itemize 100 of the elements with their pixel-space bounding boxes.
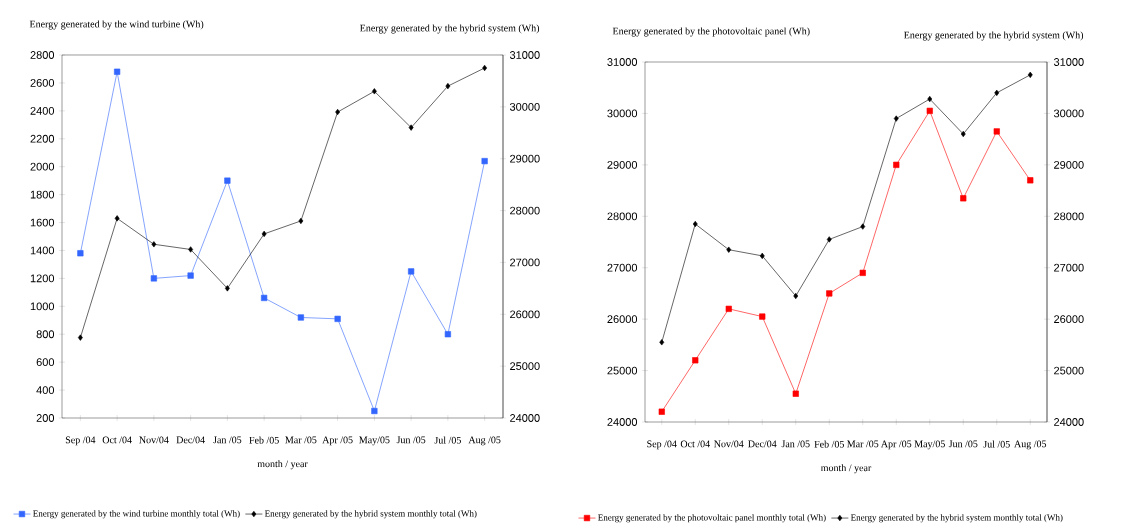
point — [114, 68, 121, 75]
y2-tick-label: 30000 — [509, 102, 540, 111]
x-tick-label: Sep /04 — [65, 436, 96, 446]
y2-axis-title: Energy generated by the hybrid system (Wh) — [360, 24, 540, 34]
y-tick-label: 27000 — [607, 263, 638, 272]
legend-label: Energy generated by the wind turbine monthly total (Wh) — [33, 510, 240, 519]
point — [188, 246, 194, 253]
y2-tick-label: 27000 — [510, 258, 540, 267]
x-tick-label: Mar /05 — [847, 440, 879, 448]
point — [298, 217, 304, 225]
y-tick-label: 29000 — [607, 160, 638, 169]
y-tick-label: 2200 — [30, 134, 55, 143]
point — [759, 252, 765, 259]
point — [261, 294, 268, 302]
legend-label: Energy generated by the hybrid system monthly total (Wh) — [850, 514, 1063, 523]
point — [893, 161, 900, 168]
y2-tick-label: 28000 — [510, 206, 540, 215]
point — [927, 95, 933, 103]
x-axis-title: month / year — [820, 464, 872, 474]
point — [408, 268, 415, 275]
point — [726, 246, 732, 253]
y-tick-label: 1600 — [30, 218, 55, 227]
x-tick-label: May/05 — [359, 436, 390, 446]
y2-tick-label: 30000 — [1053, 109, 1084, 118]
point — [150, 275, 157, 282]
point — [371, 88, 377, 95]
y-tick-label: 400 — [36, 386, 55, 394]
y-axis-title: Energy generated by the photovoltaic panel (Wh) — [612, 27, 810, 37]
point — [692, 220, 698, 228]
y2-tick-label: 25000 — [1054, 366, 1084, 375]
y-tick-label: 2600 — [30, 79, 55, 87]
point — [481, 158, 488, 165]
point — [792, 390, 799, 397]
point — [759, 313, 766, 320]
point — [114, 215, 120, 222]
y2-tick-label: 28000 — [1054, 212, 1084, 221]
point — [77, 334, 83, 341]
x-tick-label: Jul /05 — [434, 436, 461, 444]
x-tick-label: Nov/04 — [139, 436, 169, 444]
x-tick-label: Dec/04 — [176, 436, 205, 444]
point — [224, 177, 231, 184]
x-tick-label: Feb /05 — [249, 436, 279, 444]
x-tick-label: Apr /05 — [322, 436, 353, 446]
x-tick-label: Jun /05 — [396, 436, 426, 444]
point — [725, 305, 732, 312]
point — [482, 64, 488, 72]
x-axis-title: month / year — [257, 460, 308, 470]
y2-tick-label: 26000 — [1054, 315, 1084, 324]
point — [335, 108, 341, 116]
point — [261, 230, 267, 237]
point — [859, 269, 866, 276]
point — [960, 130, 966, 138]
point — [297, 314, 304, 321]
y-tick-label: 2800 — [30, 51, 55, 59]
y-tick-label: 26000 — [607, 315, 638, 324]
legend-label: Energy generated by the photovoltaic panel monthly total (Wh) — [598, 514, 826, 523]
x-tick-label: Jun /05 — [948, 440, 978, 448]
x-tick-label: Oct /04 — [680, 440, 710, 448]
legend-label: Energy generated by the hybrid system monthly total (Wh) — [264, 510, 477, 519]
y2-axis-title: Energy generated by the hybrid system (Wh) — [904, 31, 1084, 41]
y2-tick-label: 29000 — [1054, 160, 1084, 169]
point — [826, 290, 833, 297]
point — [692, 357, 699, 364]
point — [408, 124, 414, 131]
x-tick-label: Sep /04 — [647, 440, 677, 450]
y-tick-label: 2000 — [30, 162, 55, 171]
x-tick-label: Dec/04 — [748, 440, 777, 448]
y-tick-label: 28000 — [607, 212, 638, 221]
y-tick-label: 800 — [36, 330, 55, 339]
y-tick-label: 1000 — [30, 302, 55, 311]
point — [224, 285, 230, 292]
y-tick-label: 1400 — [30, 246, 55, 255]
point — [860, 223, 866, 230]
x-tick-label: Jan /05 — [213, 436, 242, 444]
x-tick-label: Nov/04 — [714, 440, 744, 448]
x-tick-label: Mar /05 — [285, 436, 317, 444]
y2-tick-label: 31000 — [509, 51, 540, 59]
point — [926, 107, 933, 114]
point — [1027, 177, 1034, 184]
point — [1027, 71, 1033, 78]
x-tick-label: Apr /05 — [880, 440, 912, 450]
y-axis-title: Energy generated by the wind turbine (Wh) — [29, 20, 204, 30]
point — [151, 241, 157, 248]
y2-tick-label: 24000 — [510, 414, 540, 422]
point — [371, 407, 378, 415]
x-tick-label: Aug /05 — [468, 436, 501, 446]
point — [658, 408, 665, 415]
y2-tick-label: 25000 — [510, 362, 540, 371]
point — [793, 292, 799, 300]
y-tick-label: 200 — [36, 414, 55, 422]
point — [444, 331, 451, 338]
y2-tick-label: 26000 — [510, 310, 540, 319]
y-tick-label: 600 — [36, 358, 55, 367]
y-tick-label: 30000 — [607, 109, 638, 118]
y-tick-label: 1200 — [30, 274, 55, 283]
point — [993, 128, 1000, 135]
point — [893, 115, 899, 122]
point — [334, 315, 341, 322]
y-tick-label: 31000 — [607, 58, 638, 66]
point — [659, 339, 665, 346]
